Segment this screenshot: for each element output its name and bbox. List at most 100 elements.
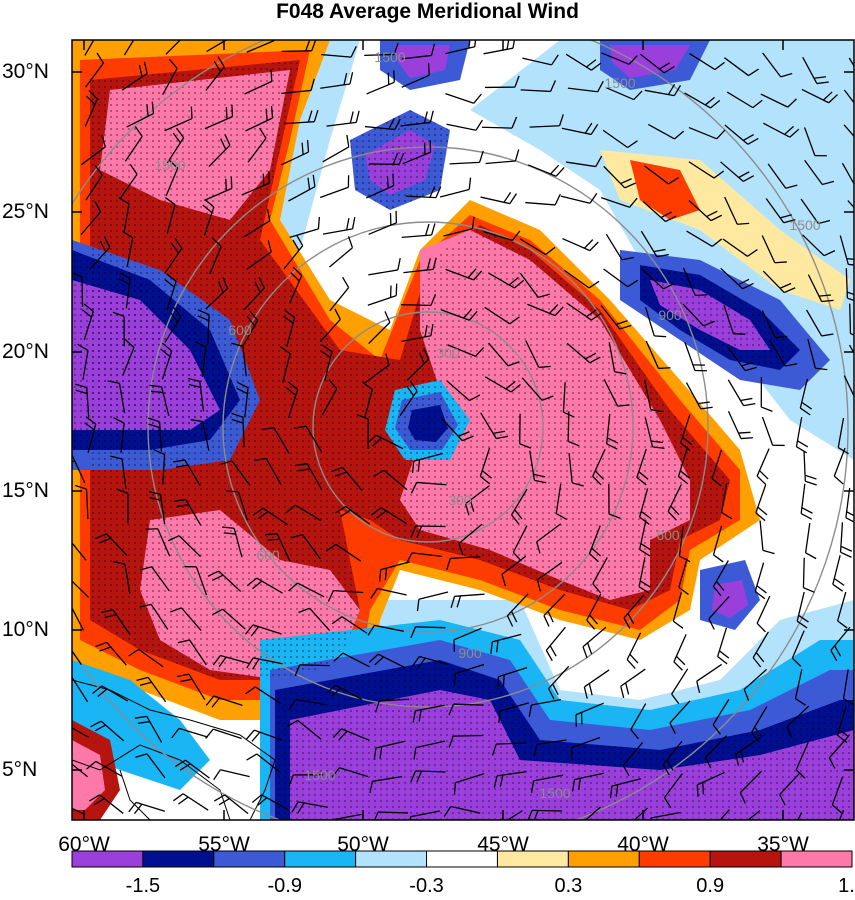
wind-barb: [84, 90, 99, 127]
wind-barb: [806, 309, 834, 337]
wind-barb: [279, 346, 291, 383]
wind-barb: [543, 593, 566, 627]
wind-barb: [735, 736, 762, 766]
wind-barb: [291, 801, 328, 814]
wind-barb: [836, 591, 848, 629]
wind-barb: [139, 566, 170, 592]
wind-barb: [322, 134, 350, 163]
wind-barbs: [72, 40, 854, 820]
wind-barb: [160, 342, 173, 380]
wind-barb: [375, 698, 410, 713]
wind-barb: [400, 110, 434, 127]
wind-barb: [220, 460, 251, 486]
wind-barb: [86, 760, 123, 777]
wind-barb: [644, 417, 665, 449]
wind-barb: [756, 595, 771, 633]
wind-barb: [686, 230, 723, 247]
wind-barb: [677, 447, 691, 485]
wind-barb: [400, 294, 437, 307]
latitude-label: 15°N: [2, 479, 49, 502]
wind-barb: [453, 773, 485, 795]
wind-barb: [564, 269, 600, 289]
wind-barb: [711, 449, 722, 487]
wind-barb: [213, 769, 250, 781]
wind-barb: [529, 450, 547, 484]
wind-barb: [164, 238, 183, 274]
wind-barb: [205, 277, 229, 310]
wind-barb: [288, 698, 326, 711]
wind-barb: [586, 593, 602, 630]
wind-barb: [684, 92, 721, 109]
wind-barb: [750, 706, 768, 743]
wind-barb: [662, 740, 683, 776]
wind-barb: [530, 774, 564, 793]
wind-barb: [708, 596, 730, 630]
wind-barb: [592, 557, 608, 594]
wind-barb: [149, 384, 170, 417]
wind-barb: [603, 268, 639, 288]
axis-ticks: [72, 40, 854, 820]
wind-barb: [251, 794, 289, 811]
wind-barb: [602, 129, 638, 149]
wind-barb: [638, 557, 651, 594]
wind-barb: [245, 729, 283, 742]
wind-barb: [288, 174, 316, 202]
wind-barb: [445, 93, 482, 104]
wind-barb: [484, 376, 521, 393]
wind-barb: [401, 223, 436, 239]
wind-barb: [294, 664, 330, 677]
wind-barb: [282, 309, 296, 347]
wind-barb: [678, 558, 689, 596]
wind-barb: [754, 562, 767, 600]
contour-patch: [712, 580, 748, 618]
wind-barb: [630, 703, 647, 740]
wind-barb: [84, 40, 95, 56]
wind-barb: [75, 383, 90, 418]
wind-barb: [464, 485, 490, 516]
wind-barb: [506, 593, 529, 627]
wind-barb: [626, 632, 642, 669]
wind-barb: [842, 669, 854, 706]
wind-barb: [401, 43, 436, 60]
wind-barb: [411, 452, 443, 474]
wind-barb: [226, 490, 249, 521]
wind-barb: [644, 306, 667, 338]
wind-barb: [841, 162, 854, 186]
wind-barb: [608, 484, 621, 519]
wind-barb: [246, 753, 281, 774]
wind-barb: [265, 533, 291, 562]
wind-barb: [281, 40, 317, 53]
wind-barb: [453, 627, 482, 652]
wind-barb: [92, 685, 129, 702]
wind-barb: [177, 673, 206, 701]
wind-barb: [672, 592, 684, 629]
wind-barb: [283, 234, 304, 270]
wind-barb: [836, 706, 850, 744]
wind-barb: [801, 88, 838, 104]
wind-barb: [113, 417, 125, 454]
wind-barb: [802, 234, 836, 257]
wind-barb: [136, 676, 167, 703]
wind-barb: [528, 698, 562, 717]
wind-barb: [443, 216, 475, 237]
wind-barb: [797, 812, 803, 820]
wind-barb: [243, 208, 271, 238]
wind-barb: [121, 61, 148, 91]
wind-barb: [566, 302, 602, 321]
wind-barb: [405, 186, 442, 199]
contour-patch: [72, 740, 105, 810]
wind-barb: [289, 216, 321, 239]
wind-barb: [84, 416, 97, 454]
wind-barb: [118, 197, 130, 234]
wind-barb: [246, 657, 283, 670]
wind-barb: [833, 447, 846, 485]
wind-barb: [190, 419, 210, 451]
wind-barb: [622, 742, 644, 777]
wind-barb: [403, 257, 437, 274]
wind-barb: [799, 378, 812, 416]
wind-barb: [441, 418, 474, 442]
wind-barb: [367, 624, 404, 636]
wind-barb: [795, 741, 809, 779]
wind-barb: [374, 811, 409, 820]
wind-barb: [762, 270, 796, 294]
